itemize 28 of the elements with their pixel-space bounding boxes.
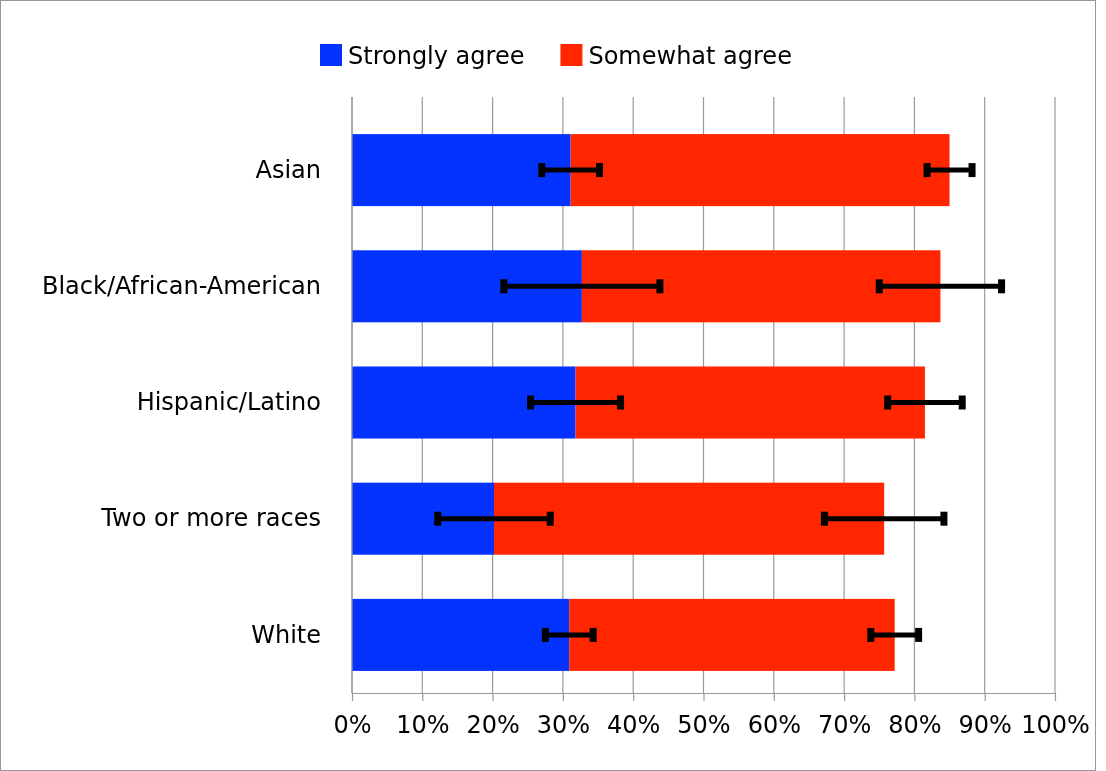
y-tick-label: Hispanic/Latino — [136, 388, 321, 417]
x-tick-label: 50% — [677, 710, 731, 739]
bar — [352, 482, 495, 555]
bar — [494, 482, 885, 555]
x-tick-label: 100% — [1021, 710, 1090, 739]
bar — [352, 366, 576, 439]
y-tick-label: Two or more races — [100, 504, 321, 533]
x-tick-label: 60% — [747, 710, 801, 739]
bar — [575, 366, 925, 439]
x-tick-label: 40% — [607, 710, 661, 739]
x-tick-label: 20% — [466, 710, 520, 739]
bar — [352, 598, 570, 671]
x-tick-label: 30% — [536, 710, 591, 739]
y-tick-label: White — [251, 620, 321, 649]
y-tick-label: Black/African-American — [41, 271, 321, 300]
legend-label: Strongly agree — [348, 42, 525, 70]
bar — [570, 134, 950, 207]
bar — [581, 250, 941, 323]
x-tick-label: 0% — [333, 710, 372, 739]
bar — [352, 134, 571, 207]
bar — [352, 250, 582, 323]
x-tick-label: 10% — [396, 710, 450, 739]
legend-label: Somewhat agree — [588, 42, 792, 70]
x-tick-label: 80% — [888, 710, 942, 739]
x-tick-label: 70% — [817, 710, 872, 739]
bar — [569, 598, 895, 671]
y-tick-label: Asian — [255, 155, 321, 184]
x-tick-label: 90% — [958, 710, 1012, 739]
